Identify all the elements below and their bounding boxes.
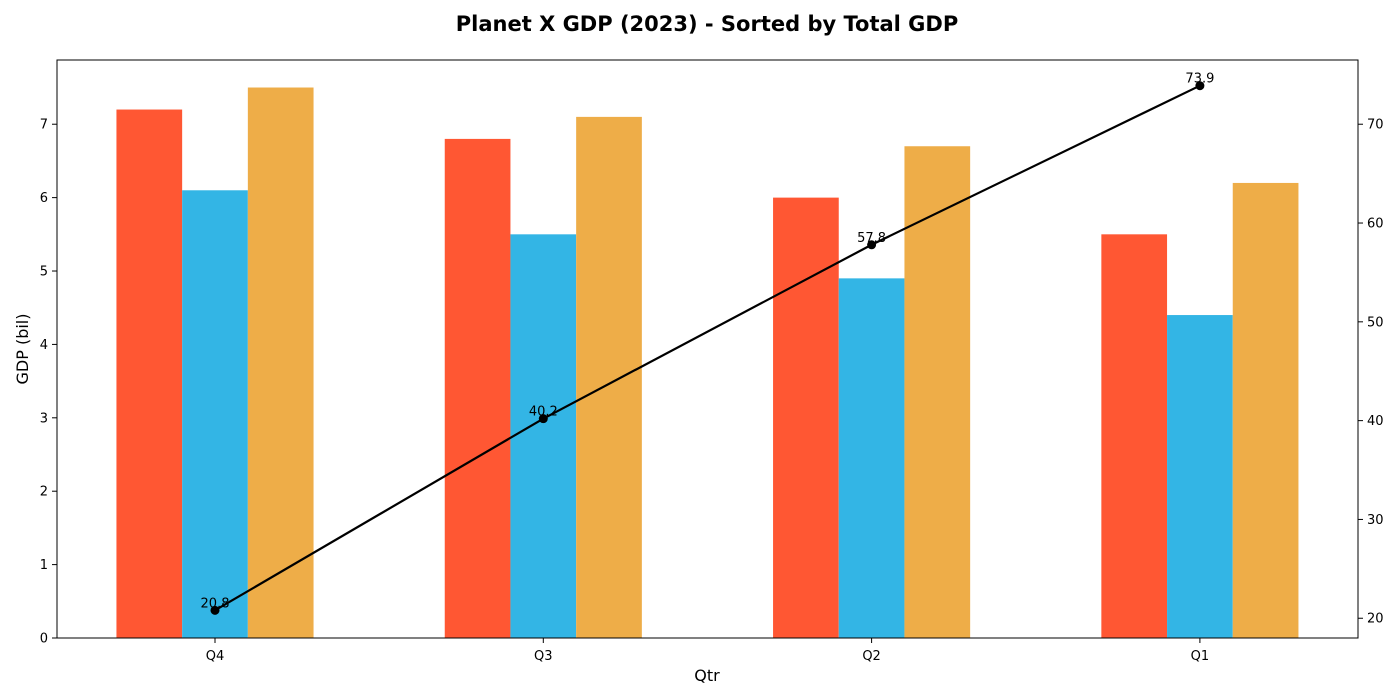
- right-tick-label: 30: [1367, 513, 1384, 528]
- plot-frame: [56, 59, 1359, 639]
- x-tick-label-q3: Q3: [534, 649, 553, 664]
- bars: [116, 87, 1299, 639]
- bar-q4-series-2: [182, 190, 248, 638]
- bar-q2-series-2: [838, 278, 905, 638]
- line-data-label: 40.2: [529, 405, 558, 420]
- line-data-label: 20.8: [201, 596, 230, 611]
- bar-q3-series-2: [510, 234, 577, 638]
- chart-title: Planet X GDP (2023) - Sorted by Total GD…: [456, 12, 958, 36]
- left-tick-label: 7: [40, 118, 48, 133]
- left-tick-label: 6: [40, 191, 48, 206]
- bar-q2-series-1: [773, 197, 839, 638]
- x-tick-label-q4: Q4: [206, 649, 225, 664]
- right-tick-label: 60: [1367, 217, 1384, 232]
- x-tick-label-q2: Q2: [862, 649, 881, 664]
- line-data-label: 57.8: [857, 231, 886, 246]
- bar-q1-series-2: [1167, 315, 1233, 638]
- left-tick-label: 5: [40, 265, 48, 280]
- line-point-q2: [867, 240, 877, 250]
- right-axis: 20 30 40 50 60 70: [1358, 118, 1384, 627]
- left-tick-label: 4: [40, 338, 48, 353]
- bar-q3-series-3: [576, 116, 642, 638]
- right-tick-label: 50: [1367, 315, 1384, 330]
- left-tick-label: 3: [40, 411, 48, 426]
- left-tick-label: 0: [40, 632, 48, 647]
- x-axis: Q4 Q3 Q2 Q1: [206, 638, 1209, 664]
- bar-q2-series-3: [904, 146, 971, 639]
- left-axis: 0 1 2 3 4 5 6 7: [40, 118, 57, 647]
- cumulative-line-path: [214, 84, 1201, 612]
- right-tick-label: 70: [1367, 118, 1384, 133]
- y-axis-label: GDP (bil): [13, 314, 32, 385]
- bar-q4-series-1: [116, 109, 183, 639]
- line-point-q3: [538, 414, 548, 424]
- left-tick-label: 1: [40, 558, 48, 573]
- line-point-q1: [1195, 81, 1205, 91]
- x-axis-label: Qtr: [694, 666, 720, 685]
- line-data-label: 73.9: [1185, 72, 1214, 87]
- bar-q1-series-3: [1232, 182, 1299, 638]
- right-tick-label: 20: [1367, 612, 1384, 627]
- cumulative-line: 20.8 40.2 57.8 73.9: [201, 72, 1214, 615]
- left-tick-label: 2: [40, 485, 48, 500]
- bar-q4-series-3: [247, 87, 314, 638]
- x-tick-label-q1: Q1: [1191, 649, 1210, 664]
- bar-q1-series-1: [1101, 234, 1168, 638]
- line-point-q4: [210, 605, 220, 615]
- right-tick-label: 40: [1367, 414, 1384, 429]
- bar-q3-series-1: [444, 138, 511, 638]
